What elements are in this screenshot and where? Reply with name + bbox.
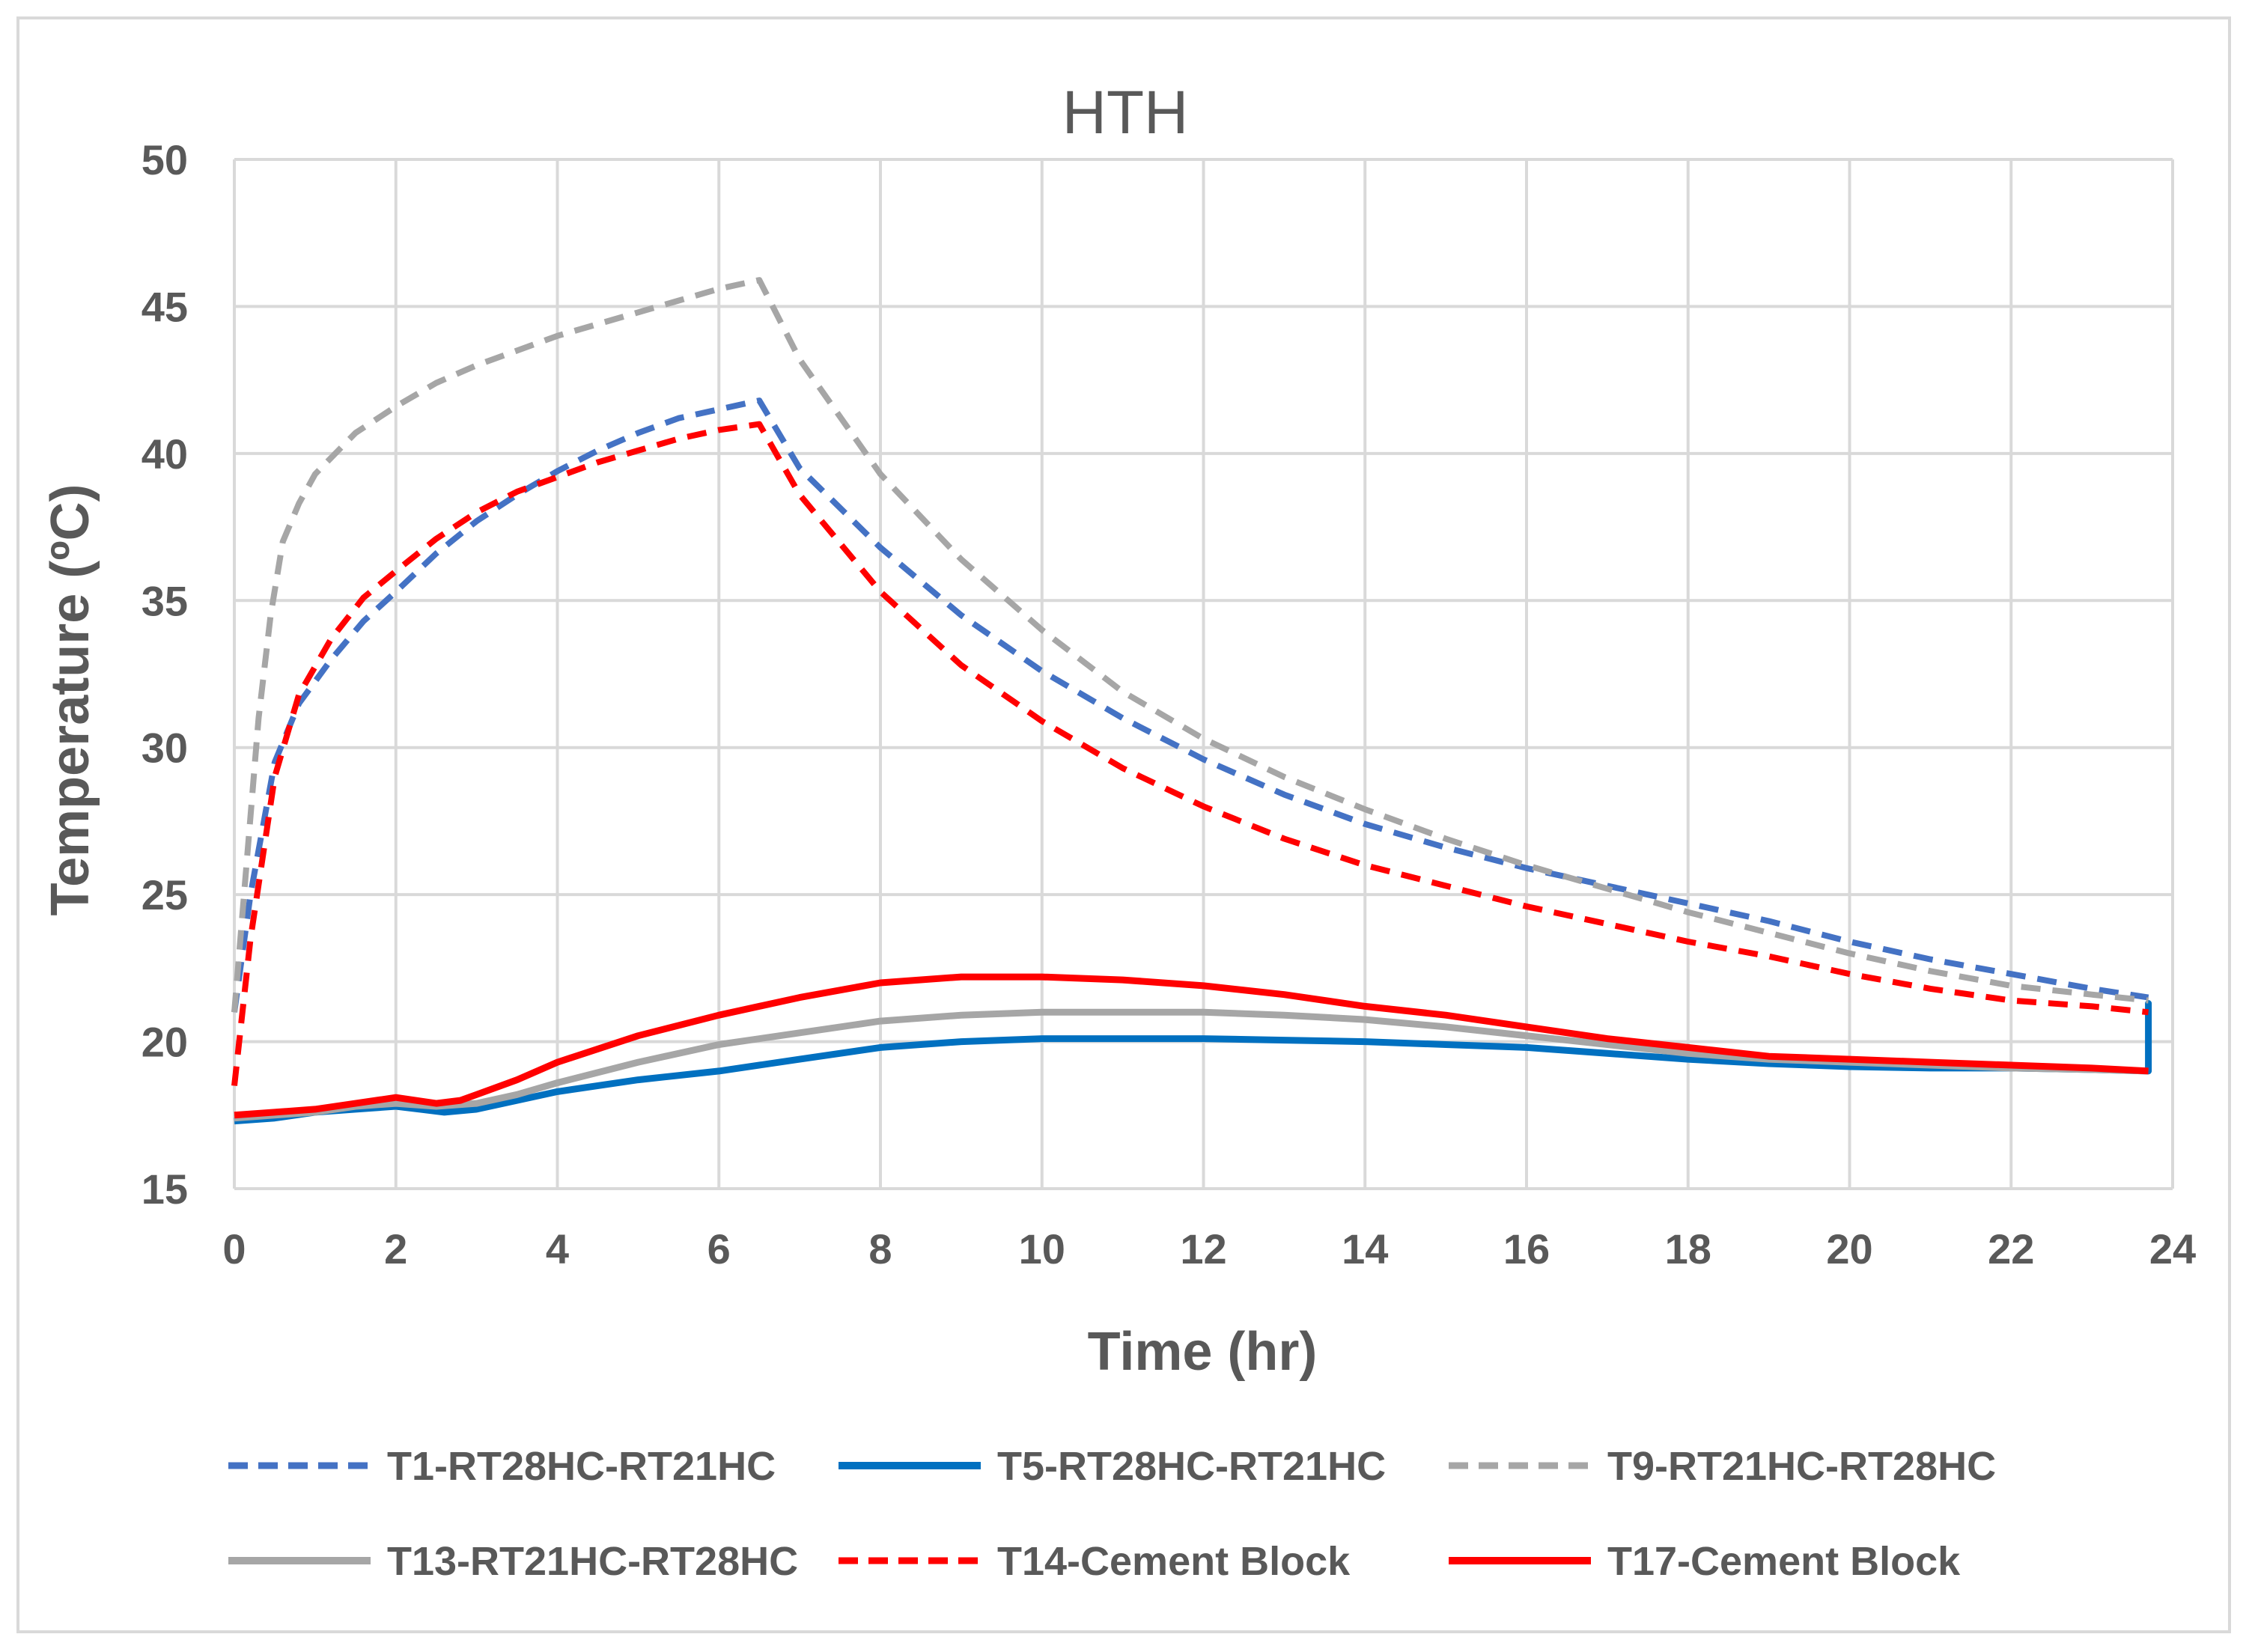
chart-title: HTH <box>1062 79 1189 147</box>
series-line-t14-cement-block <box>231 421 2149 1086</box>
y-tick-label: 20 <box>141 1019 188 1066</box>
series-line-t9-rt21hc-rt28hc <box>231 277 2149 1013</box>
series-line-t1-rt28hc-rt21hc <box>231 397 2149 1013</box>
chart-frame <box>16 16 2231 1633</box>
x-tick-labels: 0 2 4 6 8 10 12 14 16 18 20 22 24 <box>222 1225 2196 1272</box>
y-tick-label: 40 <box>141 430 188 478</box>
legend-label: T5-RT28HC-RT21HC <box>997 1444 1386 1489</box>
legend-label: T1-RT28HC-RT21HC <box>387 1444 776 1489</box>
y-tick-label: 35 <box>141 577 188 624</box>
x-axis-title: Time (hr) <box>1088 1322 1318 1382</box>
x-tick-label: 6 <box>707 1225 731 1272</box>
x-tick-label: 16 <box>1503 1225 1550 1272</box>
x-tick-label: 10 <box>1019 1225 1065 1272</box>
x-tick-label: 0 <box>222 1225 246 1272</box>
x-tick-label: 24 <box>2149 1225 2196 1272</box>
x-tick-label: 20 <box>1826 1225 1872 1272</box>
legend-item-t5-rt28hc-rt21hc: T5-RT28HC-RT21HC <box>839 1444 1386 1489</box>
legend-label: T17-Cement Block <box>1607 1539 1961 1584</box>
x-tick-label: 2 <box>384 1225 407 1272</box>
legend: T1-RT28HC-RT21HC T5-RT28HC-RT21HC T9-RT21H… <box>228 1444 1996 1584</box>
y-tick-label: 25 <box>141 871 188 918</box>
legend-label: T9-RT21HC-RT28HC <box>1607 1444 1996 1489</box>
legend-item-t1-rt28hc-rt21hc: T1-RT28HC-RT21HC <box>228 1444 776 1489</box>
x-tick-label: 18 <box>1665 1225 1711 1272</box>
series-line-t17-cement-block <box>234 973 2149 1119</box>
legend-item-t14-cement-block: T14-Cement Block <box>839 1539 1351 1584</box>
x-tick-label: 12 <box>1180 1225 1226 1272</box>
legend-item-t9-rt21hc-rt28hc: T9-RT21HC-RT28HC <box>1449 1444 1996 1489</box>
legend-item-t13-rt21hc-rt28hc: T13-RT21HC-RT28HC <box>228 1539 798 1584</box>
gridlines <box>233 158 2174 1190</box>
y-tick-label: 15 <box>141 1165 188 1213</box>
y-tick-label: 45 <box>141 283 188 330</box>
legend-item-t17-cement-block: T17-Cement Block <box>1449 1539 1961 1584</box>
legend-label: T13-RT21HC-RT28HC <box>387 1539 798 1584</box>
y-tick-label: 30 <box>141 725 188 772</box>
x-tick-label: 14 <box>1342 1225 1388 1272</box>
y-axis-title: Temperature (ºC) <box>40 484 100 915</box>
legend-label: T14-Cement Block <box>997 1539 1351 1584</box>
y-tick-labels: 15 20 25 30 35 40 45 50 <box>141 136 188 1213</box>
y-tick-label: 50 <box>141 136 188 183</box>
x-tick-label: 8 <box>868 1225 892 1272</box>
x-tick-label: 22 <box>1988 1225 2034 1272</box>
x-tick-label: 4 <box>546 1225 569 1272</box>
series-lines <box>231 277 2152 1125</box>
